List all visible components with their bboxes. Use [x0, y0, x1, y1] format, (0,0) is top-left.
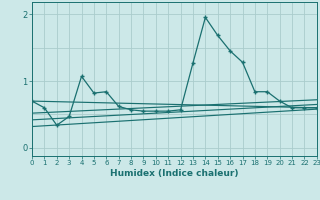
- X-axis label: Humidex (Indice chaleur): Humidex (Indice chaleur): [110, 169, 239, 178]
